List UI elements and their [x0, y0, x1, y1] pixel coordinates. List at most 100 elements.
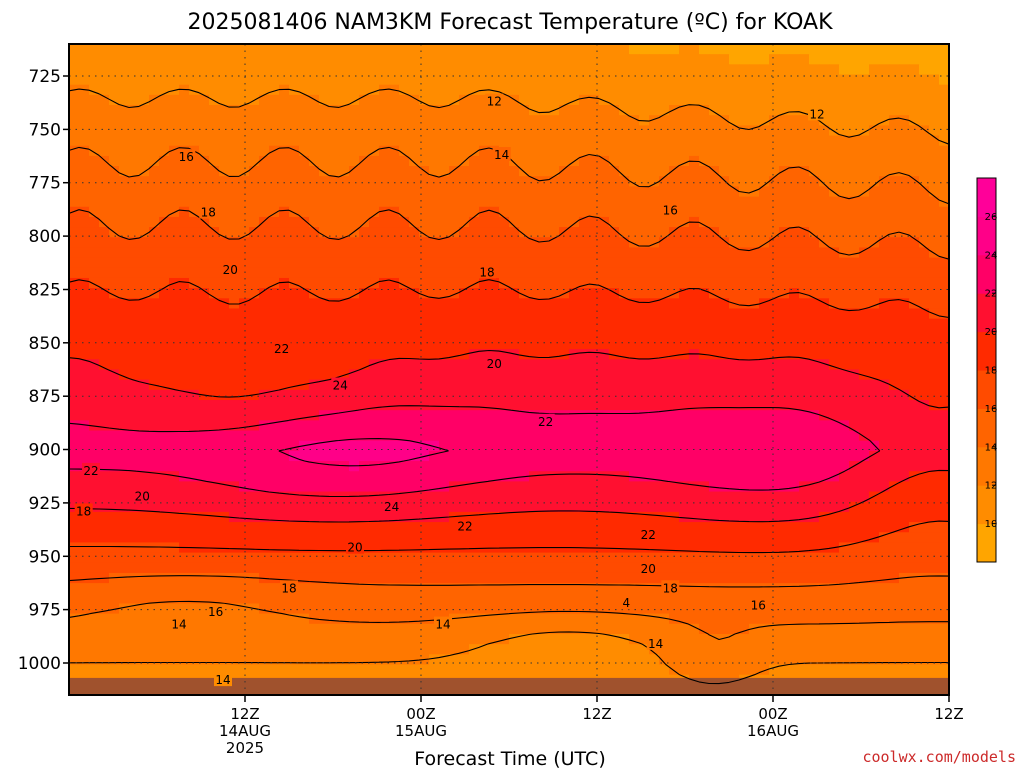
- field-cell: [799, 328, 810, 340]
- field-cell: [279, 389, 290, 401]
- field-cell: [129, 338, 140, 350]
- field-cell: [419, 247, 430, 259]
- field-cell: [649, 389, 660, 401]
- field-cell: [259, 227, 270, 238]
- field-cell: [199, 603, 210, 615]
- field-cell: [649, 501, 660, 513]
- field-cell: [249, 338, 260, 350]
- field-cell: [669, 359, 680, 371]
- field-cell: [699, 501, 710, 513]
- field-cell: [759, 227, 770, 238]
- field-cell: [149, 613, 160, 625]
- field-cell: [619, 318, 630, 330]
- field-cell: [729, 379, 740, 391]
- field-cell: [249, 145, 260, 157]
- field-cell: [529, 511, 540, 523]
- field-cell: [459, 450, 470, 462]
- field-cell: [579, 308, 590, 320]
- field-cell: [539, 471, 550, 482]
- field-cell: [579, 491, 590, 503]
- field-cell: [829, 84, 840, 96]
- field-cell: [539, 105, 550, 116]
- field-cell: [659, 166, 670, 177]
- field-cell: [589, 532, 600, 544]
- field-cell: [369, 328, 380, 340]
- field-cell: [349, 359, 360, 371]
- field-cell: [119, 237, 130, 249]
- field-cell: [259, 94, 270, 106]
- field-cell: [629, 155, 640, 167]
- field-cell: [839, 216, 850, 228]
- field-cell: [449, 318, 460, 330]
- field-cell: [409, 84, 420, 96]
- field-cell: [819, 308, 830, 320]
- field-cell: [369, 389, 380, 401]
- field-cell: [89, 318, 100, 330]
- field-cell: [789, 501, 800, 513]
- field-cell: [239, 308, 250, 320]
- field-cell: [679, 552, 690, 564]
- field-cell: [499, 430, 510, 442]
- field-cell: [169, 349, 180, 360]
- field-cell: [149, 410, 160, 421]
- field-cell: [149, 420, 160, 432]
- field-cell: [599, 216, 610, 228]
- field-cell: [709, 562, 720, 574]
- field-cell: [669, 125, 680, 137]
- field-cell: [919, 94, 930, 106]
- field-cell: [589, 420, 600, 432]
- field-cell: [639, 216, 650, 228]
- field-cell: [539, 155, 550, 167]
- field-cell: [399, 491, 410, 503]
- field-cell: [129, 359, 140, 371]
- field-cell: [389, 176, 400, 187]
- field-cell: [259, 542, 270, 554]
- field-cell: [919, 603, 930, 615]
- field-cell: [139, 186, 150, 198]
- field-cell: [329, 410, 340, 421]
- field-cell: [119, 389, 130, 401]
- field-cell: [769, 379, 780, 391]
- field-cell: [99, 410, 110, 421]
- field-cell: [899, 166, 910, 177]
- field-cell: [499, 247, 510, 259]
- field-cell: [549, 501, 560, 513]
- field-cell: [559, 522, 570, 533]
- field-cell: [399, 308, 410, 320]
- field-cell: [349, 196, 360, 208]
- field-cell: [379, 552, 390, 564]
- field-cell: [139, 155, 150, 167]
- field-cell: [519, 338, 530, 350]
- field-cell: [329, 359, 340, 371]
- field-cell: [929, 603, 940, 615]
- field-cell: [99, 522, 110, 533]
- field-cell: [319, 318, 330, 330]
- field-cell: [929, 44, 940, 55]
- field-cell: [169, 501, 180, 513]
- field-cell: [889, 542, 900, 554]
- field-cell: [359, 125, 370, 137]
- field-cell: [839, 145, 850, 157]
- field-cell: [679, 542, 690, 554]
- field-cell: [249, 430, 260, 442]
- field-cell: [799, 64, 810, 76]
- field-cell: [679, 227, 690, 238]
- field-cell: [879, 216, 890, 228]
- field-cell: [899, 84, 910, 96]
- field-cell: [659, 338, 670, 350]
- field-cell: [319, 94, 330, 106]
- field-cell: [419, 420, 430, 432]
- field-cell: [259, 318, 270, 330]
- field-cell: [429, 572, 440, 584]
- field-cell: [389, 389, 400, 401]
- field-cell: [359, 94, 370, 106]
- field-cell: [579, 501, 590, 513]
- field-cell: [789, 267, 800, 279]
- field-cell: [649, 542, 660, 554]
- field-cell: [839, 603, 850, 615]
- field-cell: [849, 328, 860, 340]
- field-cell: [69, 125, 80, 137]
- field-cell: [599, 288, 610, 299]
- field-cell: [749, 227, 760, 238]
- field-cell: [209, 450, 220, 462]
